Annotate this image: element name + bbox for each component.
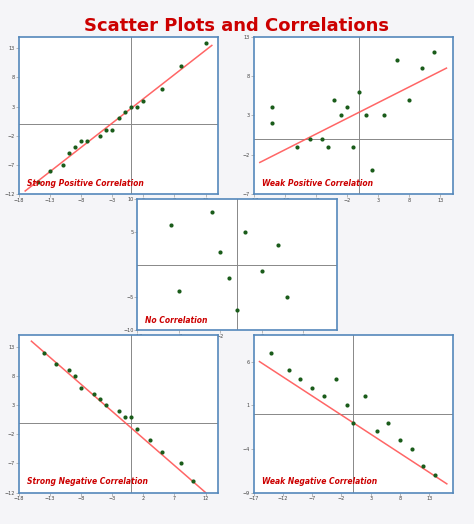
Point: [109, 126, 116, 134]
Point: [115, 407, 122, 415]
Text: Strong Positive Correlation: Strong Positive Correlation: [27, 179, 144, 188]
Text: Weak Negative Correlation: Weak Negative Correlation: [262, 477, 377, 486]
Text: Weak Positive Correlation: Weak Positive Correlation: [262, 179, 373, 188]
Point: [405, 95, 413, 104]
Point: [133, 424, 141, 433]
Point: [268, 119, 276, 127]
Point: [175, 287, 182, 295]
Point: [53, 361, 60, 369]
Point: [324, 143, 332, 151]
Point: [127, 413, 135, 421]
Point: [158, 447, 166, 456]
Point: [121, 108, 128, 116]
Point: [361, 392, 369, 401]
Point: [384, 419, 392, 427]
Point: [297, 375, 304, 383]
Point: [418, 64, 425, 72]
Point: [202, 38, 210, 47]
Point: [373, 427, 380, 435]
Point: [208, 208, 216, 216]
Point: [59, 160, 66, 169]
Point: [189, 477, 197, 485]
Point: [146, 436, 154, 444]
Point: [34, 178, 41, 187]
Point: [158, 85, 166, 93]
Point: [233, 306, 241, 314]
Point: [331, 95, 338, 104]
Point: [344, 401, 351, 409]
Point: [121, 413, 128, 421]
Point: [318, 135, 326, 143]
Point: [258, 267, 265, 276]
Point: [309, 384, 316, 392]
Point: [241, 227, 249, 236]
Point: [393, 56, 401, 64]
Point: [77, 137, 85, 146]
Point: [102, 401, 110, 409]
Point: [349, 143, 357, 151]
Point: [71, 143, 79, 151]
Point: [83, 137, 91, 146]
Point: [167, 221, 174, 230]
Point: [343, 103, 351, 112]
Point: [306, 135, 313, 143]
Point: [267, 348, 275, 357]
Point: [381, 111, 388, 119]
Point: [65, 366, 73, 375]
Point: [430, 48, 438, 57]
Text: Scatter Plots and Correlations: Scatter Plots and Correlations: [84, 17, 390, 35]
Point: [133, 102, 141, 111]
Point: [362, 111, 369, 119]
Point: [337, 111, 345, 119]
Point: [419, 462, 427, 471]
Point: [65, 149, 73, 157]
Point: [293, 143, 301, 151]
Point: [268, 103, 276, 112]
Point: [77, 384, 85, 392]
Point: [320, 392, 328, 401]
Point: [225, 274, 232, 282]
Point: [115, 114, 122, 123]
Point: [217, 247, 224, 256]
Text: No Correlation: No Correlation: [146, 316, 208, 325]
Text: Strong Negative Correlation: Strong Negative Correlation: [27, 477, 148, 486]
Point: [431, 471, 439, 479]
Point: [40, 348, 47, 357]
Point: [332, 375, 339, 383]
Point: [139, 96, 147, 105]
Point: [274, 241, 282, 249]
Point: [283, 293, 291, 302]
Point: [285, 366, 292, 375]
Point: [102, 126, 110, 134]
Point: [71, 372, 79, 380]
Point: [177, 459, 184, 467]
Point: [408, 445, 416, 453]
Point: [177, 62, 184, 70]
Point: [127, 102, 135, 111]
Point: [96, 132, 104, 140]
Point: [46, 167, 54, 175]
Point: [368, 166, 375, 174]
Point: [96, 395, 104, 403]
Point: [396, 436, 404, 444]
Point: [90, 389, 98, 398]
Point: [356, 88, 363, 96]
Point: [349, 419, 357, 427]
